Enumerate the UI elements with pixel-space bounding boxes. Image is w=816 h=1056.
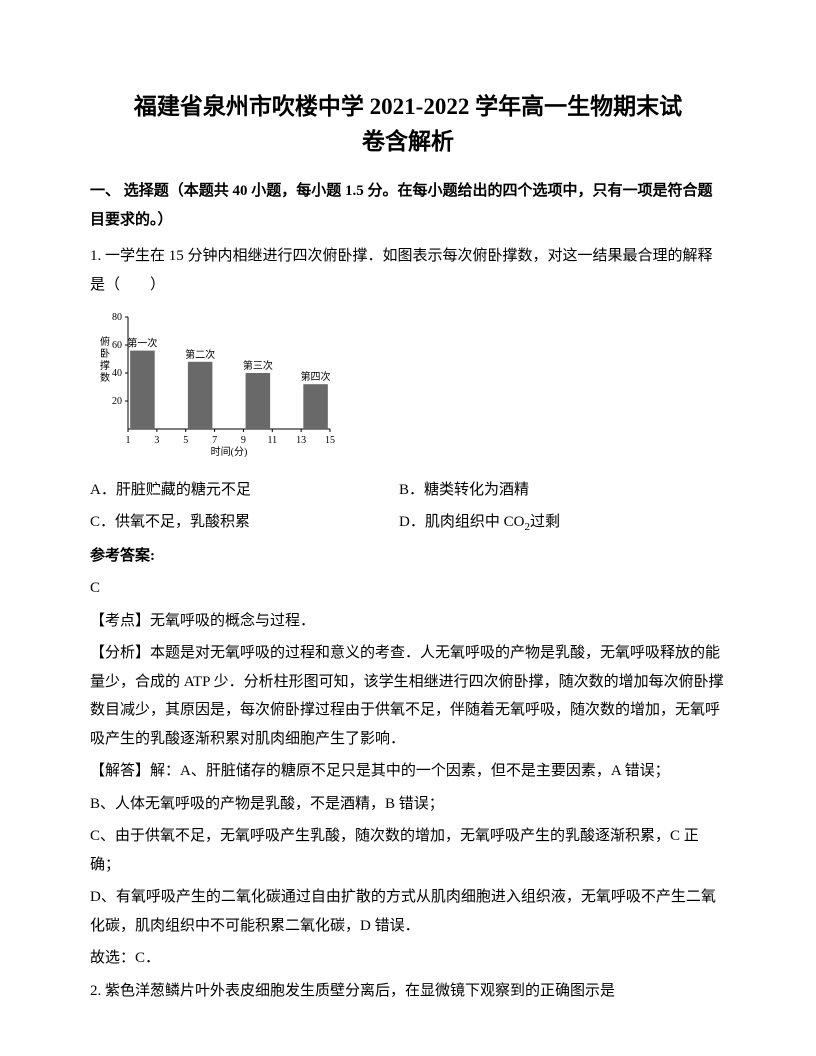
solution-b: B、人体无氧呼吸的产物是乳酸，不是酒精，B 错误； <box>90 790 726 819</box>
svg-text:卧: 卧 <box>100 347 110 360</box>
svg-text:时间(分): 时间(分) <box>211 445 248 457</box>
q1-options-row2: C．供氧不足，乳酸积累 D．肌肉组织中 CO2过剩 <box>90 508 726 538</box>
title-line1: 福建省泉州市吹楼中学 2021-2022 学年高一生物期末试 <box>134 94 682 119</box>
svg-text:3: 3 <box>154 435 159 446</box>
q1-option-d-prefix: D．肌肉组织中 CO <box>399 514 524 530</box>
svg-text:9: 9 <box>241 435 246 446</box>
svg-text:80: 80 <box>112 312 122 323</box>
svg-text:13: 13 <box>296 435 306 446</box>
section-1-header: 一、 选择题（本题共 40 小题，每小题 1.5 分。在每小题给出的四个选项中，… <box>90 177 726 234</box>
svg-text:俯: 俯 <box>100 335 110 348</box>
q2-stem: 2. 紫色洋葱鳞片叶外表皮细胞发生质壁分离后，在显微镜下观察到的正确图示是 <box>90 977 726 1006</box>
q1-option-c: C．供氧不足，乳酸积累 <box>90 508 395 537</box>
q1-stem: 1. 一学生在 15 分钟内相继进行四次俯卧撑．如图表示每次俯卧撑数，对这一结果… <box>90 242 726 299</box>
conclusion: 故选：C． <box>90 944 726 973</box>
svg-text:7: 7 <box>212 435 217 446</box>
solution-c: C、由于供氧不足，无氧呼吸产生乳酸，随次数的增加，无氧呼吸产生的乳酸逐渐积累，C… <box>90 822 726 879</box>
analysis: 【分析】本题是对无氧呼吸的过程和意义的考查．人无氧呼吸的产物是乳酸，无氧呼吸释放… <box>90 639 726 753</box>
svg-text:5: 5 <box>183 435 188 446</box>
q1-option-d: D．肌肉组织中 CO2过剩 <box>399 508 704 538</box>
solution-d: D、有氧呼吸产生的二氧化碳通过自由扩散的方式从肌肉细胞进入组织液，无氧呼吸不产生… <box>90 883 726 940</box>
q1-options-row1: A．肝脏贮藏的糖元不足 B．糖类转化为酒精 <box>90 476 726 505</box>
svg-text:15: 15 <box>325 435 335 446</box>
q1-option-b: B．糖类转化为酒精 <box>399 476 704 505</box>
svg-text:40: 40 <box>112 368 122 379</box>
q1-chart: 20406080俯卧撑数13579111315时间(分)第一次第二次第三次第四次 <box>90 307 726 468</box>
svg-text:11: 11 <box>267 435 277 446</box>
answer-value: C <box>90 574 726 603</box>
title-line2: 卷含解析 <box>362 129 454 154</box>
svg-text:撑: 撑 <box>100 359 110 372</box>
exam-point: 【考点】无氧呼吸的概念与过程． <box>90 607 726 636</box>
q1-option-a: A．肝脏贮藏的糖元不足 <box>90 476 395 505</box>
svg-text:60: 60 <box>112 340 122 351</box>
svg-text:第四次: 第四次 <box>301 370 331 383</box>
svg-text:第二次: 第二次 <box>185 348 215 361</box>
solution-a: 【解答】解：A、肝脏储存的糖原不足只是其中的一个因素，但不是主要因素，A 错误； <box>90 757 726 786</box>
page-title: 福建省泉州市吹楼中学 2021-2022 学年高一生物期末试 卷含解析 <box>90 90 726 159</box>
svg-text:1: 1 <box>126 435 131 446</box>
svg-text:第三次: 第三次 <box>243 359 273 372</box>
answer-label: 参考答案: <box>90 542 726 571</box>
svg-text:20: 20 <box>112 396 122 407</box>
svg-text:第一次: 第一次 <box>127 337 157 350</box>
svg-text:数: 数 <box>100 371 110 384</box>
q1-option-d-suffix: 过剩 <box>530 514 560 530</box>
